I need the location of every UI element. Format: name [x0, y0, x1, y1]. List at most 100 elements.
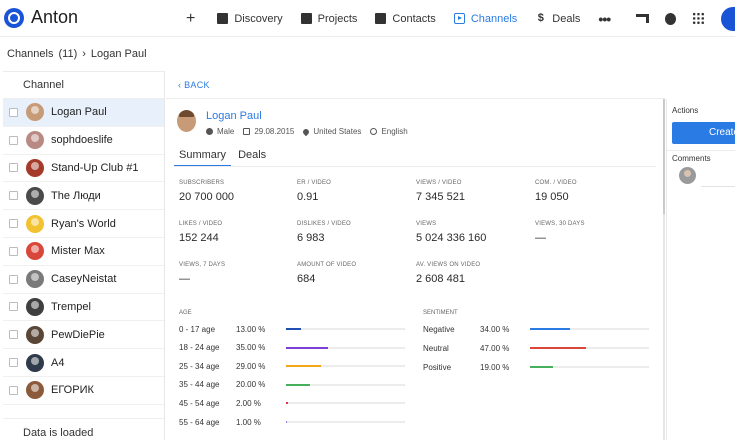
channel-avatar — [26, 158, 44, 177]
row-checkbox[interactable] — [9, 358, 18, 368]
channel-avatar — [26, 131, 44, 150]
meta-country: United States — [302, 127, 362, 136]
nav-item-label: Discovery — [234, 12, 283, 25]
channel-list-header[interactable]: Channel — [3, 72, 164, 99]
stat-label: VIEWS, 30 DAYS — [535, 221, 585, 227]
distribution-row: Positive 19.00 % — [423, 360, 649, 374]
row-checkbox[interactable] — [9, 274, 18, 284]
row-checkbox[interactable] — [9, 219, 18, 229]
channel-row[interactable]: sophdoeslife — [3, 127, 164, 155]
tab-summary[interactable]: Summary — [174, 146, 232, 167]
bug-icon[interactable] — [665, 12, 676, 25]
meta-date-text: 29.08.2015 — [254, 127, 295, 136]
distribution-percent: 19.00 % — [480, 362, 510, 372]
dollar-icon: $ — [537, 12, 544, 24]
row-checkbox[interactable] — [9, 107, 18, 117]
comment-avatar — [679, 167, 696, 184]
tab-deals[interactable]: Deals — [238, 149, 267, 161]
distribution-bar-fill — [286, 346, 328, 349]
scrollbar-track[interactable] — [663, 99, 665, 440]
channel-avatar — [26, 353, 44, 372]
row-checkbox[interactable] — [9, 163, 18, 173]
nav-item-discovery[interactable]: Discovery — [217, 12, 283, 25]
add-button[interactable]: + — [186, 9, 196, 27]
row-checkbox[interactable] — [9, 330, 18, 340]
comment-input[interactable] — [701, 186, 735, 187]
globe-icon — [370, 128, 378, 135]
user-avatar[interactable] — [721, 6, 735, 31]
distribution-row: 35 - 44 age 20.00 % — [179, 378, 405, 392]
chevron-right-icon: › — [82, 48, 86, 60]
distribution-percent: 29.00 % — [236, 361, 266, 371]
stat-value: 20 700 000 — [179, 191, 235, 203]
stat-card: VIEWS / VIDEO 7 345 521 — [416, 180, 465, 203]
nav-item-channels[interactable]: Channels — [453, 13, 517, 25]
distribution-percent: 20.00 % — [236, 380, 266, 390]
app-brand[interactable]: Anton — [31, 7, 79, 27]
stat-card: COM. / VIDEO 19 050 — [535, 180, 577, 203]
breadcrumb: Channels (11) › Logan Paul — [7, 48, 152, 60]
channel-name: Stand-Up Club #1 — [51, 161, 139, 174]
channel-row[interactable]: A4 — [3, 349, 164, 377]
more-menu-button[interactable]: ••• — [598, 10, 611, 27]
distribution-bar-track — [530, 347, 649, 349]
team-icon[interactable] — [636, 14, 649, 23]
distribution-label: Positive — [423, 362, 452, 372]
channel-avatar — [26, 186, 44, 205]
distribution-bar-track — [286, 402, 405, 405]
row-checkbox[interactable] — [9, 191, 18, 201]
breadcrumb-root[interactable]: Channels — [7, 48, 54, 60]
distribution-label: 0 - 17 age — [179, 324, 216, 334]
channel-row[interactable]: Ryan's World — [3, 210, 164, 238]
channel-row[interactable]: Stand-Up Club #1 — [3, 155, 164, 183]
stat-card: ER / VIDEO 0.91 — [297, 180, 331, 203]
create-button[interactable]: Create — [672, 122, 735, 144]
nav-item-projects[interactable]: Projects — [300, 12, 358, 25]
distribution-bar-fill — [286, 383, 310, 386]
channel-row[interactable]: Mister Max — [3, 238, 164, 266]
contact-card-icon — [375, 13, 387, 24]
distribution-bar-track — [286, 328, 405, 330]
channel-name: PewDiePie — [51, 328, 105, 341]
scrollbar-thumb[interactable] — [663, 99, 665, 214]
channel-row[interactable]: The Люди — [3, 182, 164, 211]
channel-avatar — [26, 242, 44, 261]
channel-avatar — [26, 297, 44, 316]
actions-panel: Actions Create Comments — [666, 99, 735, 440]
stat-card: VIEWS, 7 DAYS — — [179, 262, 225, 285]
nav-item-label: Contacts — [392, 12, 436, 25]
profile-meta: Male 29.08.2015 United States English — [206, 127, 417, 136]
comments-label: Comments — [672, 154, 711, 163]
meta-language-text: English — [381, 127, 408, 136]
location-pin-icon — [302, 127, 311, 136]
meta-country-text: United States — [313, 127, 362, 136]
nav-item-deals[interactable]: $ Deals — [535, 12, 581, 25]
nav-item-contacts[interactable]: Contacts — [375, 12, 436, 25]
tabs-divider — [174, 166, 656, 167]
breadcrumb-count: (11) — [58, 48, 78, 60]
row-checkbox[interactable] — [9, 302, 18, 312]
channel-row[interactable]: ЕГОРИК — [3, 377, 164, 405]
row-checkbox[interactable] — [9, 135, 18, 145]
apps-grid-icon[interactable] — [692, 12, 705, 25]
profile-name-link[interactable]: Logan Paul — [206, 110, 262, 122]
distribution-row: 18 - 24 age 35.00 % — [179, 341, 405, 355]
row-checkbox[interactable] — [9, 385, 18, 395]
nav-item-label: Projects — [317, 12, 358, 25]
stat-label: VIEWS, 7 DAYS — [179, 262, 226, 268]
app-logo-icon[interactable] — [4, 8, 24, 28]
row-checkbox[interactable] — [9, 246, 18, 256]
channel-list: Logan Paul sophdoeslife Stand-Up Club #1 Th… — [3, 99, 164, 405]
channel-row[interactable]: Logan Paul — [3, 99, 164, 127]
channel-name: The Люди — [51, 189, 101, 202]
distribution-label: 45 - 54 age — [179, 398, 220, 408]
back-button[interactable]: ‹ BACK — [178, 80, 210, 90]
channel-row[interactable]: CaseyNeistat — [3, 266, 164, 294]
channel-row[interactable]: PewDiePie — [3, 321, 164, 350]
actions-label: Actions — [672, 106, 699, 115]
person-icon — [206, 128, 213, 135]
meta-gender-text: Male — [217, 127, 235, 136]
channel-row[interactable]: Trempel — [3, 294, 164, 322]
distribution-percent: 2.00 % — [236, 398, 261, 408]
distribution-percent: 1.00 % — [236, 417, 261, 427]
